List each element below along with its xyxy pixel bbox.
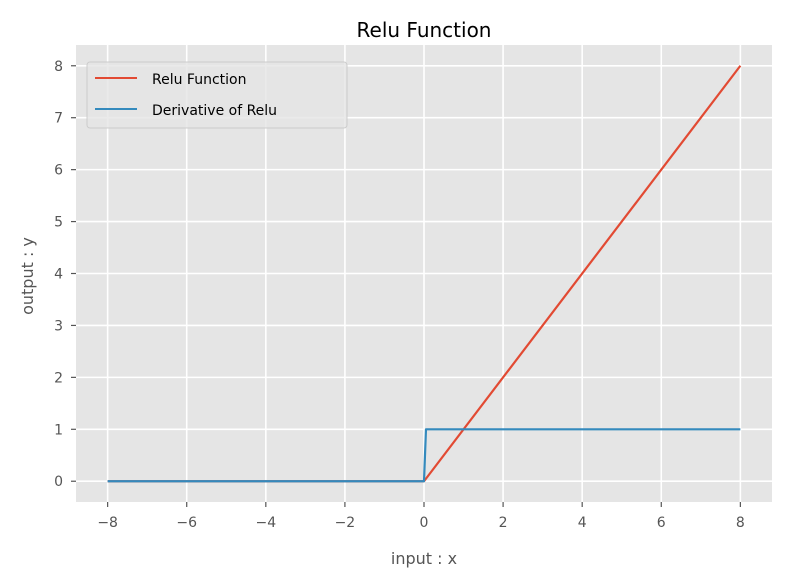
series-line-derivative	[107, 428, 741, 483]
legend: Relu Function Derivative of Relu	[86, 61, 348, 129]
y-tick-label: 8	[54, 59, 63, 75]
x-tick-label: −2	[335, 515, 356, 531]
y-tick-label: 2	[54, 370, 63, 386]
y-tick-label: 4	[54, 267, 63, 283]
y-tick-label: 1	[54, 422, 63, 438]
y-tick-label: 0	[54, 474, 63, 490]
legend-label-derivative: Derivative of Relu	[152, 103, 277, 119]
x-tick-label: 0	[420, 515, 429, 531]
y-tick-label: 7	[54, 111, 63, 127]
x-tick-label: 4	[578, 515, 587, 531]
y-axis-ticks: 0 1 2 3 4 5 6 7 8	[54, 59, 76, 490]
x-axis-label: input : x	[391, 549, 457, 568]
series-lines	[107, 65, 742, 483]
x-tick-label: −8	[97, 515, 118, 531]
x-tick-label: 6	[657, 515, 666, 531]
legend-box	[86, 61, 348, 129]
x-tick-label: 8	[736, 515, 745, 531]
chart-title: Relu Function	[357, 18, 492, 42]
x-axis-ticks: −8 −6 −4 −2 0 2 4 6 8	[97, 502, 745, 531]
y-tick-label: 6	[54, 163, 63, 179]
y-axis-label: output : y	[18, 237, 37, 315]
y-tick-label: 5	[54, 215, 63, 231]
x-tick-label: −4	[255, 515, 276, 531]
x-tick-label: 2	[499, 515, 508, 531]
y-tick-label: 3	[54, 318, 63, 334]
x-tick-label: −6	[176, 515, 197, 531]
legend-label-relu: Relu Function	[152, 72, 246, 88]
